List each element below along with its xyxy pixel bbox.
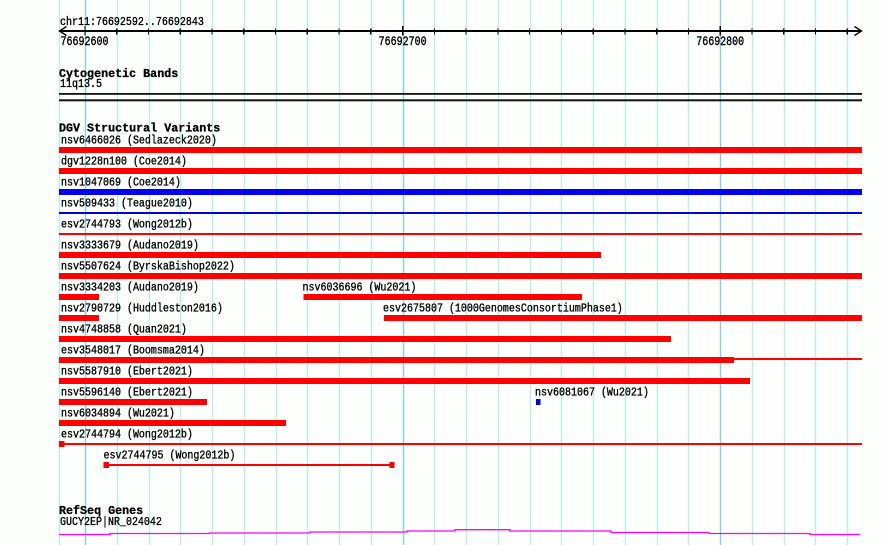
- svg-text:nsv1047069 (Coe2014): nsv1047069 (Coe2014): [61, 177, 181, 190]
- svg-text:nsv3334203 (Audano2019): nsv3334203 (Audano2019): [61, 282, 199, 295]
- svg-text:11q13.5: 11q13.5: [60, 78, 102, 91]
- svg-text:esv2675807 (1000GenomesConsort: esv2675807 (1000GenomesConsortiumPhase1): [383, 303, 623, 316]
- svg-text:nsv3333679 (Audano2019): nsv3333679 (Audano2019): [61, 240, 199, 253]
- svg-text:DGV Structural Variants: DGV Structural Variants: [59, 122, 220, 136]
- svg-text:nsv6081067 (Wu2021): nsv6081067 (Wu2021): [535, 387, 649, 400]
- svg-text:nsv5587910 (Ebert2021): nsv5587910 (Ebert2021): [61, 366, 193, 379]
- svg-text:RefSeq Genes: RefSeq Genes: [59, 504, 143, 518]
- svg-text:dgv1228n100 (Coe2014): dgv1228n100 (Coe2014): [61, 156, 187, 169]
- svg-text:nsv2790729 (Huddleston2016): nsv2790729 (Huddleston2016): [61, 303, 223, 316]
- svg-text:nsv6034894 (Wu2021): nsv6034894 (Wu2021): [61, 408, 175, 421]
- svg-text:esv2744794 (Wong2012b): esv2744794 (Wong2012b): [61, 429, 193, 442]
- svg-text:nsv6466026 (Sedlazeck2020): nsv6466026 (Sedlazeck2020): [61, 135, 217, 148]
- svg-text:Cytogenetic Bands: Cytogenetic Bands: [59, 67, 178, 81]
- svg-text:GUCY2EP|NR_024042: GUCY2EP|NR_024042: [60, 516, 162, 529]
- svg-text:esv2744793 (Wong2012b): esv2744793 (Wong2012b): [61, 219, 193, 232]
- svg-text:esv2744795 (Wong2012b): esv2744795 (Wong2012b): [104, 450, 236, 463]
- svg-text:76692600: 76692600: [61, 35, 109, 50]
- svg-text:nsv5507624 (ByrskaBishop2022): nsv5507624 (ByrskaBishop2022): [61, 261, 235, 274]
- svg-text:76692800: 76692800: [696, 35, 744, 50]
- svg-text:nsv5596140 (Ebert2021): nsv5596140 (Ebert2021): [61, 387, 193, 400]
- svg-text:esv3548017 (Boomsma2014): esv3548017 (Boomsma2014): [61, 345, 205, 358]
- svg-text:nsv509433 (Teague2010): nsv509433 (Teague2010): [61, 198, 193, 211]
- svg-text:chr11:76692592..76692843: chr11:76692592..76692843: [60, 16, 204, 29]
- svg-text:76692700: 76692700: [379, 35, 427, 50]
- svg-text:nsv4748858 (Quan2021): nsv4748858 (Quan2021): [61, 324, 187, 337]
- svg-text:nsv6036696 (Wu2021): nsv6036696 (Wu2021): [303, 282, 417, 295]
